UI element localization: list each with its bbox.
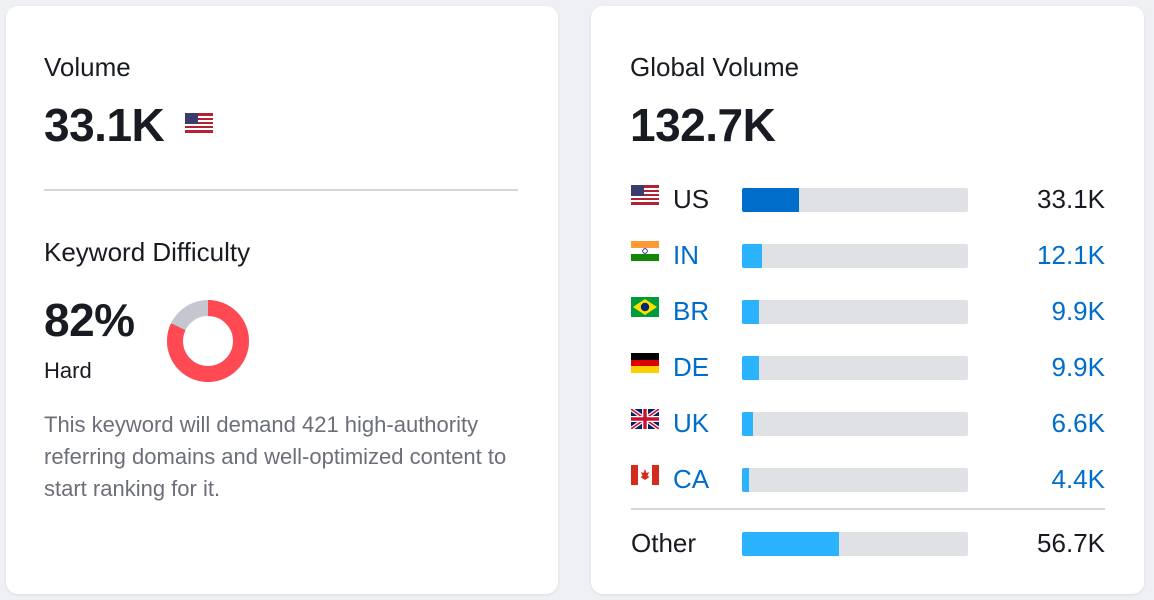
country-row-ca[interactable]: CA 4.4K <box>631 460 1105 500</box>
divider <box>631 508 1105 510</box>
other-volume-value: 56.7K <box>1037 528 1105 558</box>
india-flag-icon <box>631 241 659 261</box>
volume-bar-track <box>742 356 968 380</box>
country-volume-value: 33.1K <box>1037 184 1105 214</box>
volume-label: Volume <box>44 52 131 82</box>
volume-bar-fill <box>742 356 759 380</box>
us-flag-icon <box>185 113 213 133</box>
germany-flag-icon <box>631 353 659 373</box>
volume-bar-fill <box>742 300 759 324</box>
country-code: US <box>673 184 710 214</box>
volume-bar-fill <box>742 244 762 268</box>
volume-value: 33.1K <box>44 99 165 151</box>
difficulty-donut-chart <box>167 300 249 382</box>
country-code[interactable]: DE <box>673 352 710 382</box>
volume-bar-track <box>742 300 968 324</box>
country-row-uk[interactable]: UK 6.6K <box>631 404 1105 444</box>
volume-card: Volume 33.1K Keyword Difficulty 82% Hard… <box>6 6 558 594</box>
volume-bar-fill <box>742 188 799 212</box>
volume-bar-track <box>742 244 968 268</box>
country-code[interactable]: IN <box>673 240 699 270</box>
country-code[interactable]: UK <box>673 408 710 438</box>
country-row-us: US 33.1K <box>631 180 1105 220</box>
donut-difficulty-arc <box>167 300 249 382</box>
other-label: Other <box>631 528 697 558</box>
country-code[interactable]: BR <box>673 296 710 326</box>
country-row-de[interactable]: DE 9.9K <box>631 348 1105 388</box>
keyword-difficulty-value: 82% <box>44 294 135 346</box>
country-volume-value[interactable]: 9.9K <box>1051 352 1106 382</box>
volume-bar-track <box>742 468 968 492</box>
country-volume-value[interactable]: 12.1K <box>1037 240 1105 270</box>
country-row-br[interactable]: BR 9.9K <box>631 292 1105 332</box>
country-row-in[interactable]: IN 12.1K <box>631 236 1105 276</box>
volume-bar-fill <box>742 468 749 492</box>
country-volume-value[interactable]: 4.4K <box>1051 464 1106 494</box>
volume-bar-fill <box>742 532 839 556</box>
uk-flag-icon <box>631 409 659 429</box>
volume-bar-fill <box>742 412 753 436</box>
canada-flag-icon <box>631 465 659 485</box>
country-code[interactable]: CA <box>673 464 710 494</box>
country-volume-value[interactable]: 6.6K <box>1051 408 1106 438</box>
brazil-flag-icon <box>631 297 659 317</box>
divider <box>44 189 518 191</box>
volume-bar-track <box>742 412 968 436</box>
country-volume-value[interactable]: 9.9K <box>1051 296 1106 326</box>
us-flag-icon <box>631 185 659 205</box>
volume-bar-track <box>742 188 968 212</box>
keyword-difficulty-label: Keyword Difficulty <box>44 237 251 267</box>
volume-bar-track <box>742 532 968 556</box>
keyword-difficulty-level: Hard <box>44 358 92 383</box>
keyword-difficulty-description: This keyword will demand 421 high-author… <box>44 412 507 501</box>
global-volume-value: 132.7K <box>630 99 776 151</box>
country-row-other: Other 56.7K <box>631 524 1105 564</box>
global-volume-label: Global Volume <box>630 52 800 82</box>
global-volume-card: Global Volume 132.7K US 33.1K IN 12.1K BR 9.9… <box>591 6 1144 594</box>
